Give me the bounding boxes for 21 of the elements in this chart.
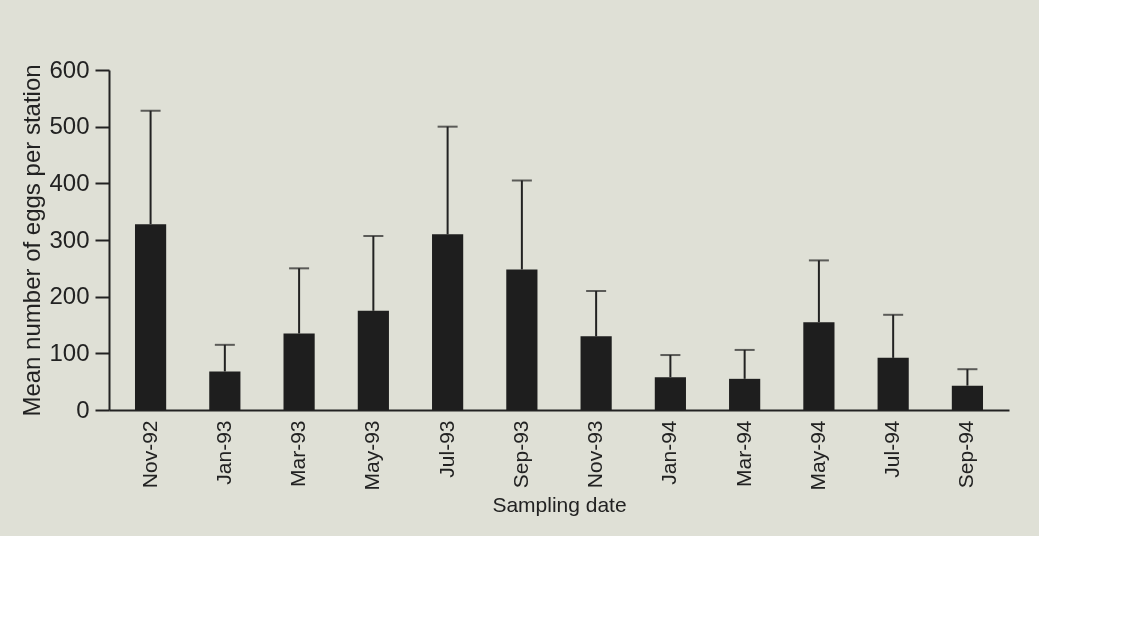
y-tick-label: 300 [49,225,90,253]
y-tick-label: 100 [49,338,90,366]
y-tick-label: 400 [49,168,90,196]
x-tick-label: Jan-93 [211,420,235,485]
y-tick-label: 600 [49,55,90,83]
y-axis-title: Mean number of eggs per station [18,64,46,417]
x-tick-label: Mar-93 [286,420,310,488]
y-tick-label: 200 [49,282,90,310]
y-tick-label: 0 [76,395,90,423]
x-tick-label: Sep-93 [508,420,532,489]
x-axis-title: Sampling date [492,492,627,516]
y-tick-label: 500 [49,112,90,140]
x-tick-label: Nov-92 [137,420,161,489]
x-tick-label: Sep-94 [954,420,978,489]
x-tick-label: Jul-93 [434,420,458,478]
x-tick-label: Jul-94 [880,420,904,478]
x-tick-label: Mar-94 [731,420,755,488]
x-tick-label: Jan-94 [657,420,681,485]
x-tick-label: May-93 [360,420,384,491]
x-tick-label: Nov-93 [583,420,607,489]
x-tick-label: May-94 [805,420,829,491]
